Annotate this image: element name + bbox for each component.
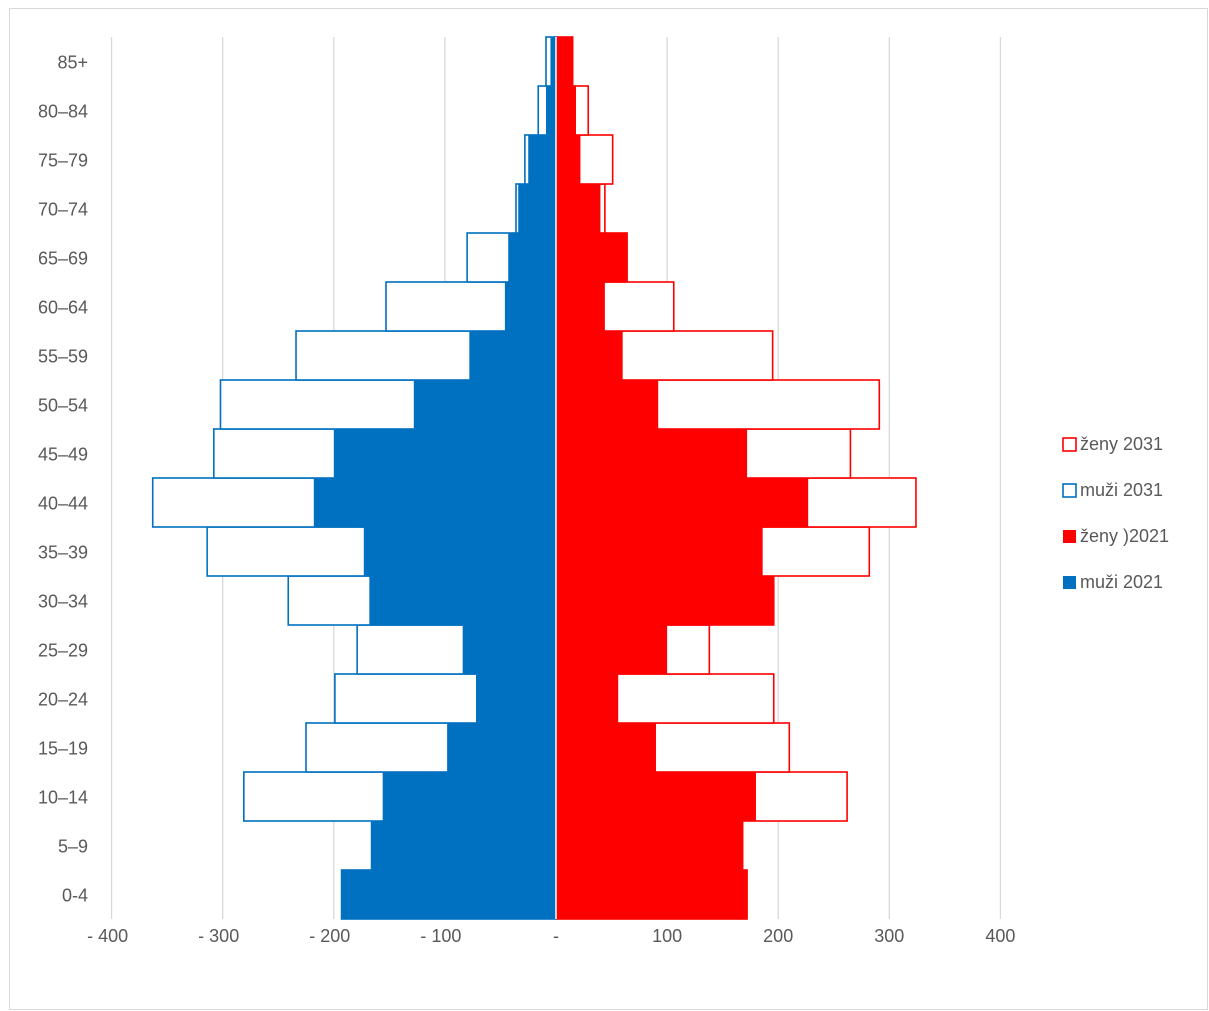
y-tick-label: 25–29 <box>38 641 88 661</box>
legend-label: muži 2021 <box>1080 572 1163 592</box>
y-tick-label: 75–79 <box>38 151 88 171</box>
axes: 0-4 5–9 10–14 15–19 20–24 25–29 30–34 35–39 40–4… <box>38 37 1015 946</box>
y-tick-label: 65–69 <box>38 249 88 269</box>
legend-label: ženy 2031 <box>1080 434 1163 454</box>
bar-filled <box>556 723 656 772</box>
y-tick-label: 85+ <box>57 53 88 73</box>
bar-filled <box>508 233 556 282</box>
x-tick-label: 100 <box>652 926 682 946</box>
bar-filled <box>556 772 756 821</box>
bar-filled <box>556 184 601 233</box>
bar-filled <box>556 478 809 527</box>
legend: ženy 2031 muži 2031 ženy )2021 muži 2021 <box>1062 434 1169 592</box>
y-tick-label: 35–39 <box>38 543 88 563</box>
bar-filled <box>333 429 556 478</box>
legend-swatch <box>1062 437 1077 452</box>
bar-filled <box>469 331 556 380</box>
bar-filled <box>476 674 556 723</box>
bar-filled <box>382 772 556 821</box>
bar-filled <box>556 429 748 478</box>
x-tick-label: 400 <box>985 926 1015 946</box>
y-tick-label: 60–64 <box>38 298 88 318</box>
y-tick-label: 55–59 <box>38 347 88 367</box>
y-tick-label: 50–54 <box>38 396 88 416</box>
bar-filled <box>556 380 659 429</box>
bar-filled <box>363 527 556 576</box>
y-tick-label: 0-4 <box>62 886 88 906</box>
bar-filled <box>556 527 763 576</box>
bar-filled <box>504 282 556 331</box>
bar-filled <box>556 135 581 184</box>
x-tick-label: - 200 <box>309 926 350 946</box>
legend-label: ženy )2021 <box>1080 526 1169 546</box>
bar-filled <box>556 625 668 674</box>
x-tick-label: - 100 <box>420 926 461 946</box>
y-tick-label: 5–9 <box>58 837 88 857</box>
y-tick-label: 45–49 <box>38 445 88 465</box>
legend-swatch <box>1063 530 1076 543</box>
bar-filled <box>556 821 743 870</box>
y-tick-label: 15–19 <box>38 739 88 759</box>
bar-filled <box>518 184 556 233</box>
bar-filled <box>528 135 556 184</box>
bar-filled <box>462 625 556 674</box>
x-tick-label: 200 <box>763 926 793 946</box>
bar-filled <box>556 37 573 86</box>
x-tick-label: 300 <box>874 926 904 946</box>
bar-filled <box>556 576 774 625</box>
y-tick-label: 80–84 <box>38 102 88 122</box>
bar-filled <box>556 331 623 380</box>
bar-filled <box>313 478 556 527</box>
y-tick-label: 70–74 <box>38 200 88 220</box>
y-tick-label: 10–14 <box>38 788 88 808</box>
bar-filled <box>556 870 748 919</box>
bar-filled <box>556 674 619 723</box>
x-tick-label: - 300 <box>198 926 239 946</box>
y-tick-label: 30–34 <box>38 592 88 612</box>
bars-2021 <box>313 37 809 919</box>
bar-filled <box>341 870 556 919</box>
legend-label: muži 2031 <box>1080 480 1163 500</box>
y-tick-label: 20–24 <box>38 690 88 710</box>
bar-filled <box>447 723 556 772</box>
x-tick-label: - <box>553 926 559 946</box>
x-tick-label: - 400 <box>87 926 128 946</box>
bar-filled <box>556 282 605 331</box>
legend-swatch <box>1063 576 1076 589</box>
bar-filled <box>556 233 628 282</box>
legend-swatch <box>1062 483 1077 498</box>
bar-filled <box>413 380 556 429</box>
bar-filled <box>550 37 556 86</box>
bar-filled <box>369 576 556 625</box>
bar-filled <box>556 86 576 135</box>
y-tick-label: 40–44 <box>38 494 88 514</box>
bar-filled <box>546 86 556 135</box>
bar-filled <box>371 821 556 870</box>
